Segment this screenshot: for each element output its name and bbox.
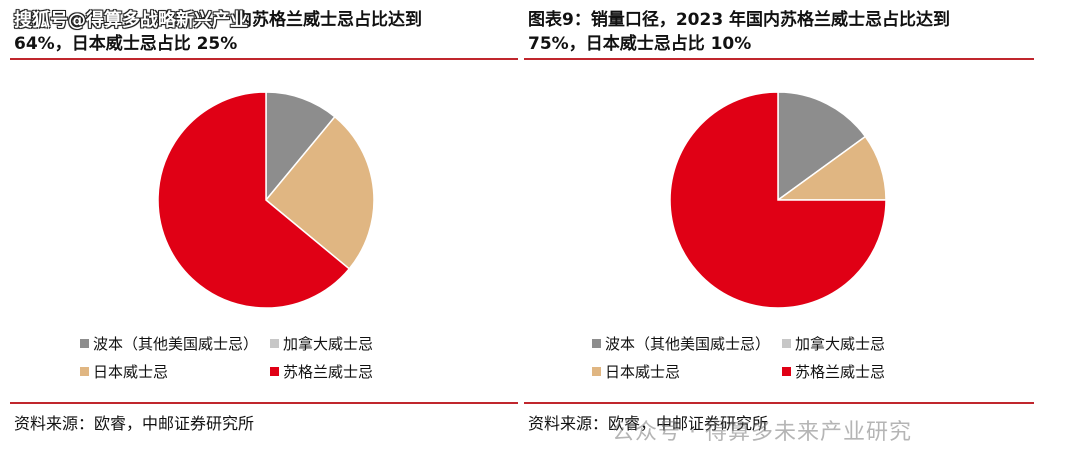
right-chart-title: 图表9：销量口径，2023 年国内苏格兰威士忌占比达到 75%，日本威士忌占比 … — [528, 8, 1068, 56]
legend-swatch — [80, 367, 89, 376]
legend-label: 苏格兰威士忌 — [283, 363, 374, 381]
legend-label: 加拿大威士忌 — [795, 335, 886, 353]
legend-swatch — [592, 339, 601, 348]
legend-label: 加拿大威士忌 — [283, 335, 374, 353]
right-source-note: 资料来源：欧睿，中邮证券研究所 — [528, 414, 769, 433]
left-title-rule — [10, 58, 518, 60]
left-title-line1-tail: 内苏格兰威士忌占比达到 — [235, 10, 422, 30]
left-chart-title: 搜狐号@得算多战略新兴产业内苏格兰威士忌占比达到 64%，日本威士忌占比 25% — [14, 8, 514, 56]
legend-label: 日本威士忌 — [605, 363, 681, 381]
right-legend-item-japanese: 日本威士忌 — [592, 361, 680, 382]
sohu-watermark: 搜狐号@得算多战略新兴产业 — [14, 10, 248, 31]
right-pie-chart — [669, 91, 887, 309]
right-legend-item-bourbon: 波本（其他美国威士忌） — [592, 333, 770, 354]
legend-label: 波本（其他美国威士忌） — [605, 335, 771, 353]
legend-swatch — [270, 339, 279, 348]
right-legend-item-scotch: 苏格兰威士忌 — [782, 361, 885, 382]
pie-slice-bourbon — [777, 91, 867, 202]
legend-swatch — [270, 367, 279, 376]
legend-label: 波本（其他美国威士忌） — [93, 335, 259, 353]
legend-swatch — [782, 339, 791, 348]
left-legend-item-bourbon: 波本（其他美国威士忌） — [80, 333, 258, 354]
legend-swatch — [782, 367, 791, 376]
right-title-line1: 图表9：销量口径，2023 年国内苏格兰威士忌占比达到 — [528, 10, 951, 30]
left-pie-chart — [157, 91, 375, 309]
right-source-rule — [524, 402, 1034, 404]
legend-label: 日本威士忌 — [93, 363, 169, 381]
wechat-watermark: 公众号 · 得算多未来产业研究 — [612, 420, 912, 445]
left-legend-item-canadian: 加拿大威士忌 — [270, 333, 373, 354]
pie-slice-scotch — [157, 91, 351, 309]
left-source-note: 资料来源：欧睿，中邮证券研究所 — [14, 414, 255, 433]
left-legend-item-japanese: 日本威士忌 — [80, 361, 168, 382]
pie-slice-scotch — [669, 91, 887, 309]
right-title-line2: 75%，日本威士忌占比 10% — [528, 34, 752, 54]
right-legend-item-canadian: 加拿大威士忌 — [782, 333, 885, 354]
left-source-rule — [10, 402, 518, 404]
left-legend-item-scotch: 苏格兰威士忌 — [270, 361, 373, 382]
pie-slice-japanese — [264, 115, 375, 270]
right-title-rule — [524, 58, 1034, 60]
pie-slice-bourbon — [265, 91, 336, 203]
left-title-line2: 64%，日本威士忌占比 25% — [14, 34, 238, 54]
legend-label: 苏格兰威士忌 — [795, 363, 886, 381]
legend-swatch — [592, 367, 601, 376]
legend-swatch — [80, 339, 89, 348]
